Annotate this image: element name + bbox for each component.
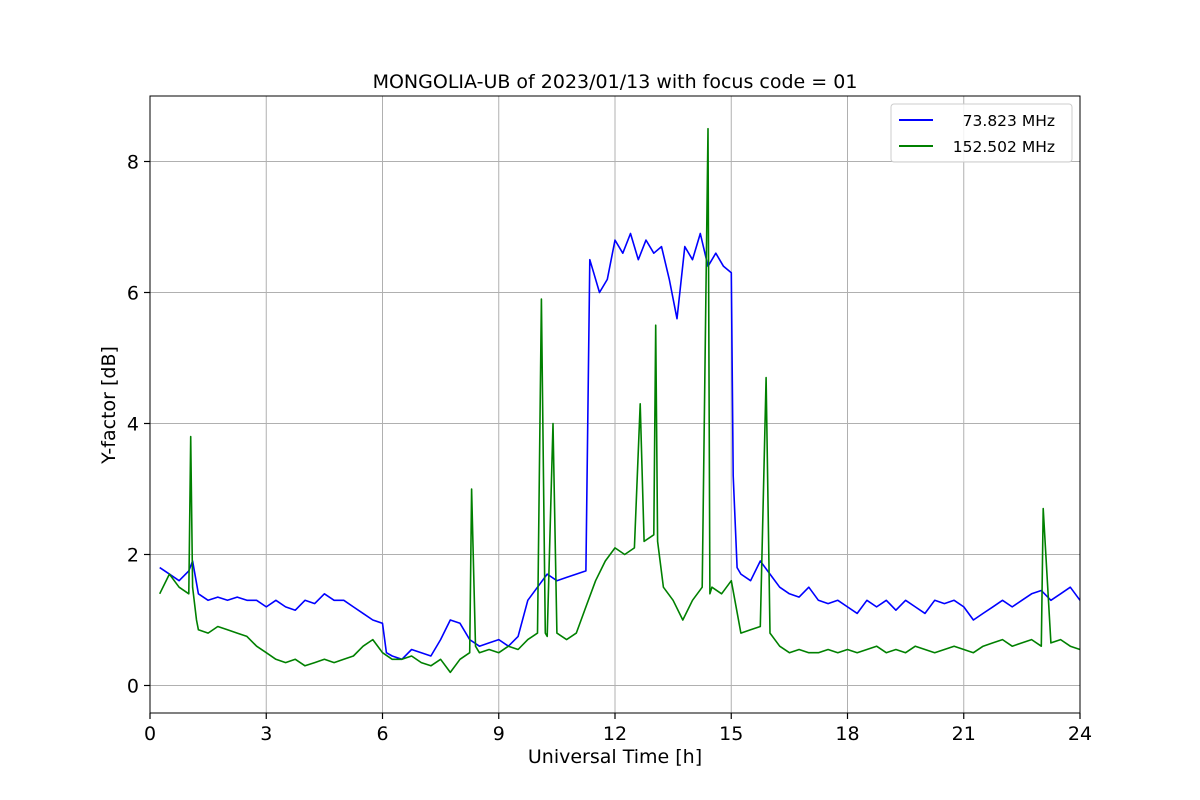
y-axis-label: Y-factor [dB] <box>98 346 120 465</box>
x-tick-label: 15 <box>719 723 743 745</box>
x-tick-label: 18 <box>835 723 859 745</box>
x-tick-label: 6 <box>376 723 388 745</box>
chart-title: MONGOLIA-UB of 2023/01/13 with focus cod… <box>373 71 858 93</box>
x-tick-label: 0 <box>144 723 156 745</box>
legend-label-2: 152.502 MHz <box>953 138 1055 156</box>
x-tick-label: 24 <box>1068 723 1092 745</box>
legend-box <box>890 103 1073 163</box>
x-axis-label: Universal Time [h] <box>528 746 702 768</box>
legend: 73.823 MHz 152.502 MHz <box>890 103 1073 163</box>
x-tick-label: 12 <box>603 723 627 745</box>
y-tick-label: 2 <box>127 544 139 566</box>
series-group <box>158 127 1081 674</box>
y-tick-label: 6 <box>127 282 139 304</box>
series-line-1 <box>159 232 1081 661</box>
y-tick-label: 4 <box>127 413 139 435</box>
x-tick-label: 21 <box>952 723 976 745</box>
legend-label-1: 73.823 MHz <box>963 112 1055 130</box>
x-tick-label: 3 <box>260 723 272 745</box>
x-tick-label: 9 <box>493 723 505 745</box>
series-line-2 <box>158 127 1081 674</box>
y-tick-label: 8 <box>127 151 139 173</box>
y-tick-label: 0 <box>127 675 139 697</box>
